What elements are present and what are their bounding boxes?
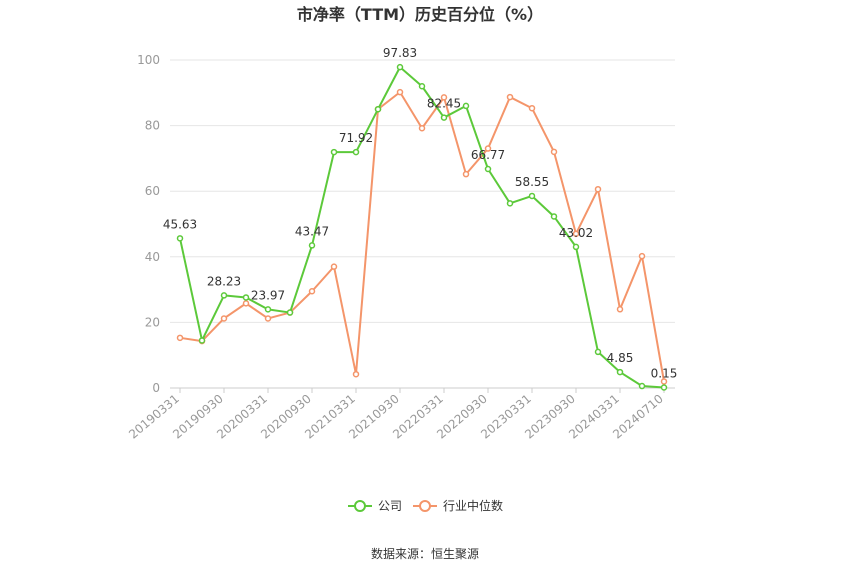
data-point [462,170,470,178]
data-labels: 45.63 28.23 23.97 43.47 71.92 97.83 82.45 66.77… [163,46,678,380]
data-point [396,63,404,71]
y-tick-label: 0 [152,381,160,395]
data-point [528,192,536,200]
data-point [660,378,668,385]
legend[interactable]: 公司 行业中位数 [348,498,503,513]
data-point [638,252,646,260]
data-label: 66.77 [471,148,505,162]
data-point [242,294,250,301]
data-point [330,263,338,270]
data-point [616,368,624,376]
data-point [506,93,514,101]
data-label: 0.15 [651,367,678,381]
data-label: 43.47 [295,224,329,238]
data-point [396,88,404,96]
y-tick-label: 40 [145,250,160,264]
data-point [176,334,184,342]
data-point [506,200,514,207]
data-point [440,114,448,121]
data-point [418,124,426,132]
data-label: 4.85 [607,351,634,365]
data-point [352,370,360,378]
y-tick-label: 20 [145,315,160,329]
data-point [264,315,272,322]
data-point [462,102,470,110]
data-point [594,348,602,356]
series-lines [176,63,668,391]
data-point [176,235,184,242]
data-point [198,337,206,344]
chart-title: 市净率（TTM）历史百分位（%） [297,5,543,24]
data-point [484,165,492,173]
data-point [572,243,580,251]
data-label: 71.92 [339,131,373,145]
data-point [264,306,272,313]
legend-swatch-marker [354,500,366,512]
data-point [660,384,668,391]
data-label: 45.63 [163,217,197,231]
data-point [308,287,316,295]
data-point [220,315,228,322]
data-point [308,242,316,249]
data-point [242,300,250,307]
data-point [528,104,536,112]
data-point [572,230,580,238]
data-point [484,145,492,152]
data-point [440,94,448,101]
data-point [594,185,602,193]
legend-swatch-marker [419,500,431,512]
data-point [616,306,624,313]
data-point [550,213,558,220]
data-point [352,148,360,156]
data-point [418,82,426,90]
data-point [330,148,338,156]
legend-item-industry-median[interactable]: 行业中位数 [413,498,503,513]
y-tick-label: 80 [145,119,160,133]
data-point [286,309,294,316]
legend-item-company[interactable]: 公司 [348,499,402,513]
y-tick-label: 60 [145,184,160,198]
y-tick-label: 100 [137,53,160,67]
data-point [638,382,646,390]
data-point [550,148,558,156]
data-label: 23.97 [251,288,285,302]
source-note: 数据来源：恒生聚源 [371,546,479,561]
data-label: 82.45 [427,97,461,111]
axes: 0204060801002019033120190930202003312020… [126,53,675,442]
data-label: 43.02 [559,226,593,240]
legend-label: 公司 [378,499,402,513]
data-label: 28.23 [207,274,241,288]
data-label: 58.55 [515,175,549,189]
data-point [220,292,228,299]
data-label: 97.83 [383,46,417,60]
legend-label: 行业中位数 [443,498,503,513]
data-point [374,105,382,113]
